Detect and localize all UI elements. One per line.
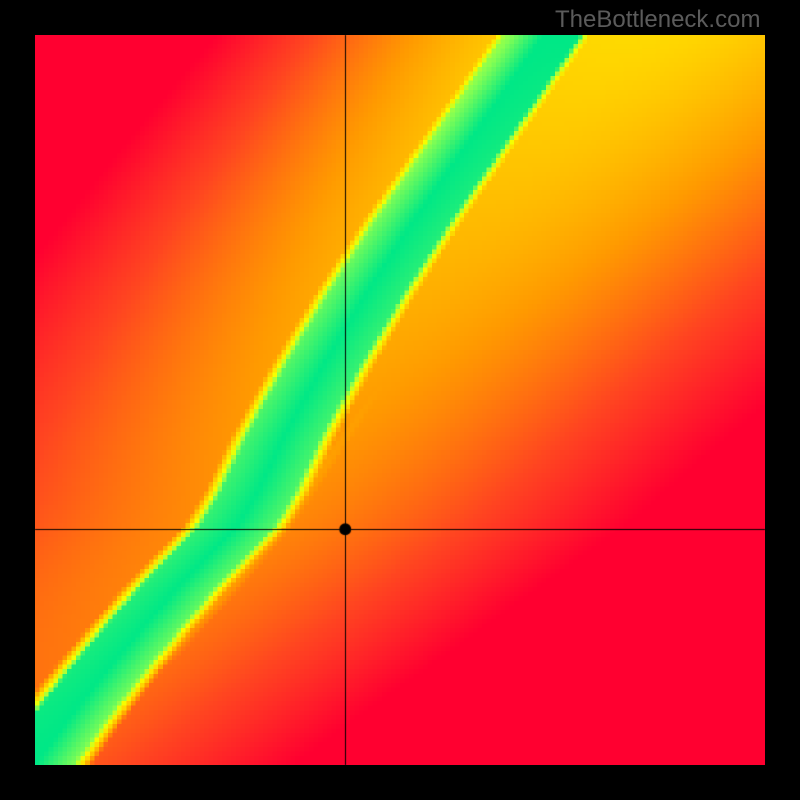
- chart-stage: TheBottleneck.com: [0, 0, 800, 800]
- crosshair-overlay: [0, 0, 800, 800]
- watermark-text: TheBottleneck.com: [555, 6, 760, 34]
